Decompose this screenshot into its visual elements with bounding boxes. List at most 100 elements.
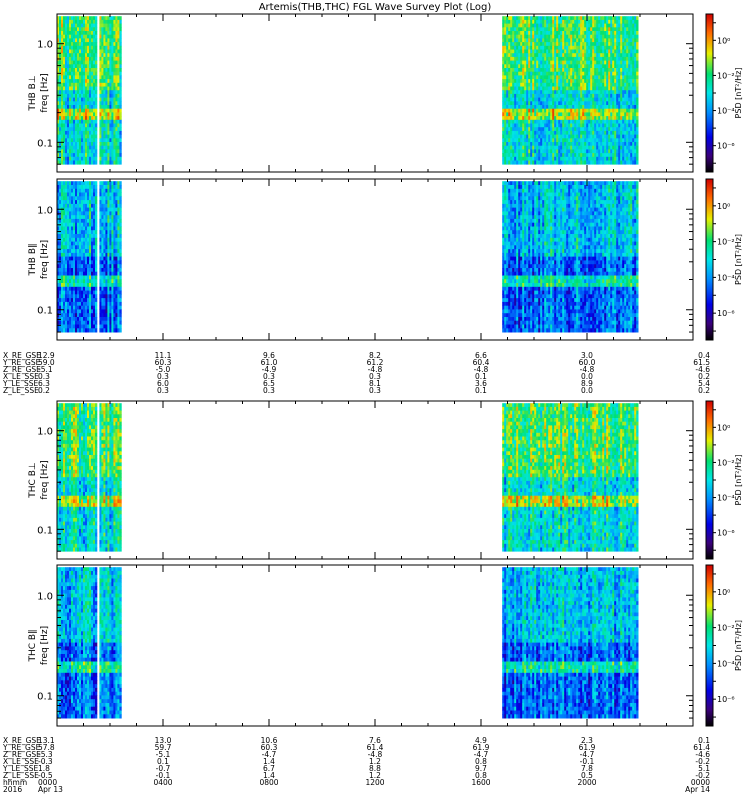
ephemeris-value: -4.7 (580, 750, 595, 759)
colorbar-tick-label: 10⁻² (717, 624, 735, 633)
colorbar: 10⁰ 10⁻² 10⁻⁴ 10⁻⁶ PSD [nT²/Hz] (705, 400, 743, 560)
panel-thc_bperp: 0.1 1.0 THC B⊥ freq [Hz] 10⁰ 10⁻² 10⁻⁴ 10⁻⁶ PSD … (28, 400, 743, 560)
ephemeris-value: 0.2 (698, 372, 710, 381)
ephemeris-value: 5.4 (698, 379, 710, 388)
ephemeris-value: 10.6 (261, 736, 278, 745)
colorbar: 10⁰ 10⁻² 10⁻⁴ 10⁻⁶ PSD [nT²/Hz] (705, 13, 743, 173)
ephemeris-value: 0.8 (475, 771, 487, 780)
ephemeris-value: 0.1 (157, 757, 169, 766)
y-axis-label: THC B⊥ (28, 462, 38, 499)
y-tick-label: 0.1 (37, 306, 53, 317)
ephemeris-value: -5.1 (156, 750, 171, 759)
ephemeris-value: 0.1 (475, 372, 487, 381)
ephemeris-value: 8.9 (581, 379, 593, 388)
ephemeris-value: 8.2 (369, 351, 381, 360)
ephemeris-value: 61.0 (261, 358, 278, 367)
ephemeris-value: 0.2 (698, 386, 710, 395)
ephemeris-value: 0.8 (475, 757, 487, 766)
ephemeris-row-label: X_LE_SSE (3, 757, 39, 766)
figure-title: Artemis(THB,THC) FGL Wave Survey Plot (L… (259, 2, 492, 13)
ephemeris-value: 13.0 (155, 736, 172, 745)
ephemeris-value: Apr 13 (38, 785, 63, 794)
colorbar-tick-label: 10⁻⁴ (717, 659, 735, 668)
ephemeris-row-label: Z_LE_SSE (3, 386, 39, 395)
ephemeris-value: -4.8 (580, 365, 595, 374)
colorbar-tick-label: 10⁻⁶ (717, 695, 735, 704)
ephemeris-value: 57.8 (38, 743, 55, 752)
ephemeris-value: 8.8 (369, 764, 381, 773)
ephemeris-value: 2000 (577, 778, 596, 787)
y-axis-unit-label: freq [Hz] (40, 73, 50, 112)
ephemeris-value: 60.3 (261, 743, 278, 752)
colorbar-label: PSD [nT²/Hz] (734, 620, 743, 671)
ephemeris-value: 6.3 (38, 379, 50, 388)
ephemeris-value: 0.3 (157, 386, 169, 395)
ephemeris-value: 6.6 (475, 351, 487, 360)
ephemeris-value: 0800 (259, 778, 278, 787)
ephemeris-row-label: 2016 (3, 785, 22, 794)
ephemeris-value: 59.0 (38, 358, 55, 367)
ephemeris-value: 12.9 (38, 351, 55, 360)
ephemeris-row-label: hhmm (3, 778, 27, 787)
ephemeris-value: -0.1 (580, 757, 595, 766)
y-tick-label: 1.0 (37, 427, 53, 438)
ephemeris-value: 7.6 (369, 736, 381, 745)
ephemeris-value: -0.2 (695, 771, 710, 780)
y-axis-label: THB B⊥ (28, 75, 38, 111)
ephemeris-value: -5.0 (156, 365, 171, 374)
y-axis-label: THC B∥ (28, 629, 38, 662)
colorbar-tick-label: 10⁻² (717, 458, 735, 467)
colorbar-label: PSD [nT²/Hz] (734, 455, 743, 506)
ephemeris-row-label: Y_LE_SSE (2, 379, 39, 388)
ephemeris-value: 0000 (691, 778, 710, 787)
ephemeris-value: 1.4 (263, 771, 275, 780)
ephemeris-value: 0.2 (38, 386, 50, 395)
ephemeris-value: 6.0 (157, 379, 169, 388)
ephemeris-value: 61.4 (367, 743, 384, 752)
ephemeris-row-label: Y_RE_GSE (2, 743, 41, 752)
ephemeris-value: 60.4 (473, 358, 490, 367)
ephemeris-value: 60.3 (155, 358, 172, 367)
ephemeris-value: Apr 14 (685, 785, 710, 794)
colorbar-tick-label: 10⁻⁶ (717, 142, 735, 151)
ephemeris-row-label: Y_LE_SSE (2, 764, 39, 773)
colorbar-tick-label: 10⁻² (717, 71, 735, 80)
ephemeris-value: 61.9 (473, 743, 490, 752)
colorbar-tick-label: 10⁰ (717, 423, 730, 432)
ephemeris-value: 0.3 (369, 372, 381, 381)
ephemeris-value: -4.8 (368, 365, 383, 374)
ephemeris-value: -5.1 (38, 365, 53, 374)
ephemeris-row-label: Y_RE_GSE (2, 358, 41, 367)
ephemeris-value: -4.6 (695, 750, 710, 759)
ephemeris-value: 13.1 (38, 736, 55, 745)
ephemeris-value: 61.2 (367, 358, 384, 367)
y-axis-unit-label: freq [Hz] (40, 460, 50, 499)
colorbar: 10⁰ 10⁻² 10⁻⁴ 10⁻⁶ PSD [nT²/Hz] (705, 178, 743, 341)
colorbar: 10⁰ 10⁻² 10⁻⁴ 10⁻⁶ PSD [nT²/Hz] (705, 564, 743, 727)
y-axis-unit-label: freq [Hz] (40, 240, 50, 279)
ephemeris-value: 8.1 (369, 379, 381, 388)
ephemeris-value: -4.8 (474, 365, 489, 374)
panel-thc_bpar: 0.1 1.0 THC B∥ freq [Hz] 10⁰ 10⁻² 10⁻⁴ 10⁻⁶ PSD … (28, 564, 743, 727)
y-tick-label: 1.0 (37, 591, 53, 602)
y-tick-label: 1.0 (37, 40, 53, 51)
colorbar-tick-label: 10⁰ (717, 202, 730, 211)
colorbar-label: PSD [nT²/Hz] (734, 68, 743, 119)
ephemeris-value: 0.0 (581, 372, 593, 381)
ephemeris-value: 1.8 (38, 764, 50, 773)
ephemeris-value: -4.7 (474, 750, 489, 759)
y-tick-label: 0.1 (37, 138, 53, 149)
ephemeris-value: 0.3 (157, 372, 169, 381)
y-tick-label: 0.1 (37, 692, 53, 703)
spectrogram-thb_bpar (57, 181, 639, 333)
ephemeris-value: -0.5 (38, 771, 53, 780)
y-axis-unit-label: freq [Hz] (40, 626, 50, 665)
ephemeris-value: 5.1 (698, 764, 710, 773)
y-tick-label: 1.0 (37, 205, 53, 216)
colorbar-tick-label: 10⁻⁴ (717, 107, 735, 116)
ephemeris-row-label: Z_RE_GSE (3, 750, 41, 759)
ephemeris-value: 11.1 (155, 351, 172, 360)
